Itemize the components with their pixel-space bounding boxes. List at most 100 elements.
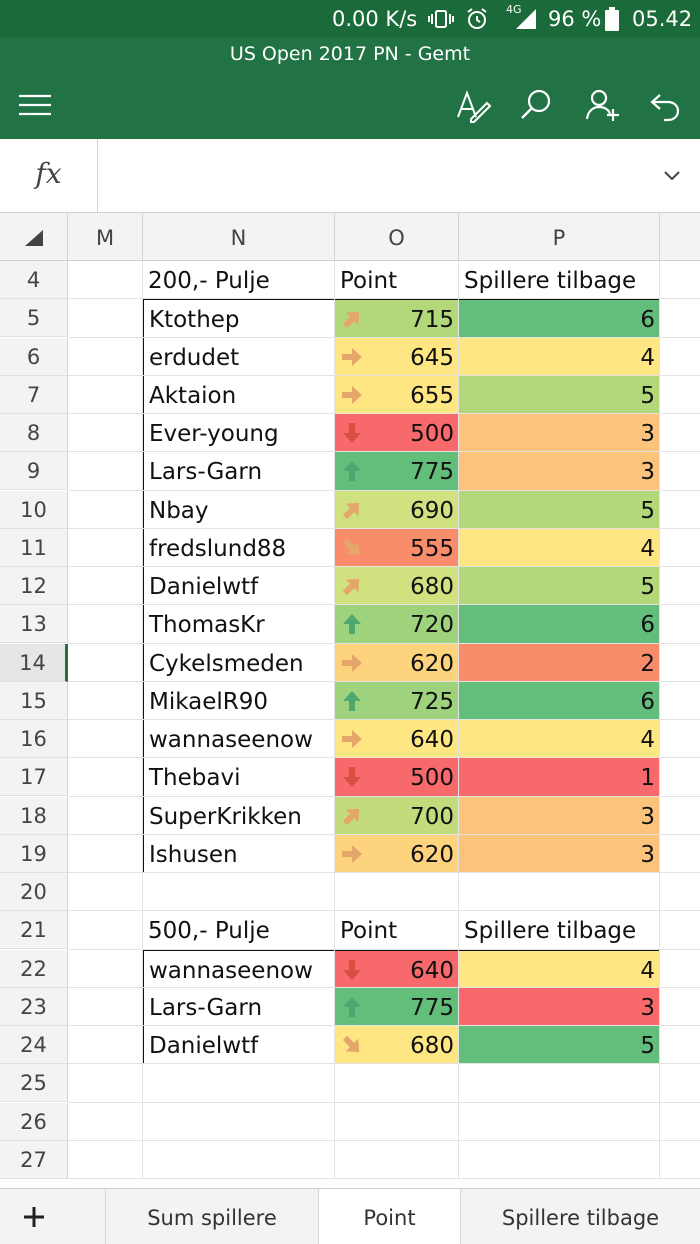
table2-player-name[interactable]: Lars-Garn	[143, 987, 335, 1026]
table1-points-cell[interactable]: 690	[335, 490, 459, 529]
column-header-m[interactable]: M	[68, 213, 143, 261]
table1-points-cell[interactable]: 640	[335, 720, 459, 759]
table1-points-cell[interactable]: 680	[335, 567, 459, 606]
table1-player-name[interactable]: Ever-young	[143, 414, 335, 453]
row-header-19[interactable]: 19	[0, 834, 68, 873]
table1-header-remaining[interactable]: Spillere tilbage	[459, 261, 660, 299]
table1-points-cell[interactable]: 645	[335, 337, 459, 376]
row-header-9[interactable]: 9	[0, 452, 68, 491]
tab-point[interactable]: Point	[319, 1189, 461, 1244]
table1-player-name[interactable]: Aktaion	[143, 375, 335, 414]
table1-remaining-cell[interactable]: 4	[459, 720, 660, 759]
table2-header-points[interactable]: Point	[335, 911, 459, 949]
table1-points-cell[interactable]: 725	[335, 681, 459, 720]
row-header-25[interactable]: 25	[0, 1064, 68, 1103]
row-header-16[interactable]: 16	[0, 720, 68, 758]
row-header-14[interactable]: 14	[0, 643, 68, 682]
row-header-11[interactable]: 11	[0, 528, 68, 567]
table1-player-name[interactable]: erdudet	[143, 337, 335, 376]
undo-icon[interactable]	[646, 85, 686, 125]
search-icon[interactable]	[516, 85, 556, 125]
table1-remaining-cell[interactable]: 3	[459, 414, 660, 453]
row-header-17[interactable]: 17	[0, 758, 68, 797]
table1-remaining-cell[interactable]: 6	[459, 299, 660, 338]
table1-remaining-cell[interactable]: 3	[459, 452, 660, 491]
row-header-18[interactable]: 18	[0, 796, 68, 835]
row-header-21[interactable]: 21	[0, 911, 68, 950]
table1-points-cell[interactable]: 655	[335, 375, 459, 414]
select-all-corner[interactable]	[0, 213, 68, 261]
table1-remaining-cell[interactable]: 2	[459, 643, 660, 682]
row-header-6[interactable]: 6	[0, 337, 68, 376]
table1-player-name[interactable]: ThomasKr	[143, 605, 335, 644]
table1-header-points[interactable]: Point	[335, 261, 459, 299]
column-header-o[interactable]: O	[335, 213, 459, 261]
share-person-icon[interactable]	[582, 85, 622, 125]
hamburger-icon[interactable]	[15, 85, 55, 125]
formula-input[interactable]	[100, 139, 640, 212]
tab-spillere-tilbage[interactable]: Spillere tilbage	[501, 1206, 660, 1230]
tab-sum-spillere[interactable]: Sum spillere	[105, 1189, 319, 1244]
table1-remaining-cell[interactable]: 5	[459, 567, 660, 606]
table1-points-cell[interactable]: 620	[335, 834, 459, 873]
table2-points-cell[interactable]: 775	[335, 987, 459, 1026]
row-header-27[interactable]: 27	[0, 1140, 68, 1179]
table1-player-name[interactable]: Thebavi	[143, 758, 335, 797]
row-header-26[interactable]: 26	[0, 1102, 68, 1141]
table1-remaining-cell[interactable]: 4	[459, 528, 660, 567]
row-header-23[interactable]: 23	[0, 987, 68, 1026]
edit-pen-icon[interactable]	[453, 85, 493, 125]
table2-remaining-cell[interactable]: 5	[459, 1026, 660, 1065]
table1-points-cell[interactable]: 620	[335, 643, 459, 682]
table2-remaining-cell[interactable]: 3	[459, 987, 660, 1026]
table1-points-cell[interactable]: 700	[335, 796, 459, 835]
chevron-down-icon[interactable]	[662, 165, 682, 185]
spreadsheet-grid[interactable]: M N O P 4 5 6 7 8 9 10 11 12 13 14 15 16 17 18 19 20 21 22…	[0, 213, 700, 1188]
row-header-4[interactable]: 4	[0, 261, 68, 299]
table2-points-cell[interactable]: 680	[335, 1026, 459, 1065]
row-header-15[interactable]: 15	[0, 681, 68, 720]
row-header-20[interactable]: 20	[0, 873, 68, 911]
row-header-7[interactable]: 7	[0, 375, 68, 414]
table1-points-cell[interactable]: 500	[335, 758, 459, 797]
table1-player-name[interactable]: wannaseenow	[143, 720, 335, 759]
table1-points-cell[interactable]: 500	[335, 414, 459, 453]
table1-remaining-cell[interactable]: 5	[459, 375, 660, 414]
row-header-12[interactable]: 12	[0, 567, 68, 605]
row-header-13[interactable]: 13	[0, 605, 68, 644]
table1-player-name[interactable]: Cykelsmeden	[143, 643, 335, 682]
row-header-24[interactable]: 24	[0, 1026, 68, 1064]
table2-remaining-cell[interactable]: 4	[459, 949, 660, 988]
row-header-10[interactable]: 10	[0, 490, 68, 529]
table1-player-name[interactable]: Danielwtf	[143, 567, 335, 606]
table1-player-name[interactable]: Nbay	[143, 490, 335, 529]
table1-player-name[interactable]: Lars-Garn	[143, 452, 335, 491]
table2-player-name[interactable]: Danielwtf	[143, 1026, 335, 1065]
table1-points-cell[interactable]: 720	[335, 605, 459, 644]
table1-player-name[interactable]: Ishusen	[143, 834, 335, 873]
table1-player-name[interactable]: Ktothep	[143, 299, 335, 338]
table1-remaining-cell[interactable]: 3	[459, 796, 660, 835]
table1-player-name[interactable]: fredslund88	[143, 528, 335, 567]
table2-player-name[interactable]: wannaseenow	[143, 949, 335, 988]
table2-points-cell[interactable]: 640	[335, 949, 459, 988]
table1-remaining-cell[interactable]: 3	[459, 834, 660, 873]
table1-points-cell[interactable]: 775	[335, 452, 459, 491]
table1-remaining-cell[interactable]: 6	[459, 605, 660, 644]
table1-player-name[interactable]: SuperKrikken	[143, 796, 335, 835]
row-header-5[interactable]: 5	[0, 299, 68, 338]
column-header-p[interactable]: P	[459, 213, 660, 261]
add-sheet-button[interactable]	[0, 1189, 68, 1244]
row-header-8[interactable]: 8	[0, 414, 68, 452]
table2-header-remaining[interactable]: Spillere tilbage	[459, 911, 660, 949]
table1-remaining-cell[interactable]: 6	[459, 681, 660, 720]
table2-header-name[interactable]: 500,- Pulje	[143, 911, 335, 949]
table1-points-cell[interactable]: 715	[335, 299, 459, 338]
table1-header-name[interactable]: 200,- Pulje	[143, 261, 335, 299]
table1-remaining-cell[interactable]: 1	[459, 758, 660, 797]
column-header-n[interactable]: N	[143, 213, 335, 261]
table1-player-name[interactable]: MikaelR90	[143, 681, 335, 720]
table1-points-cell[interactable]: 555	[335, 528, 459, 567]
table1-remaining-cell[interactable]: 4	[459, 337, 660, 376]
row-header-22[interactable]: 22	[0, 949, 68, 988]
